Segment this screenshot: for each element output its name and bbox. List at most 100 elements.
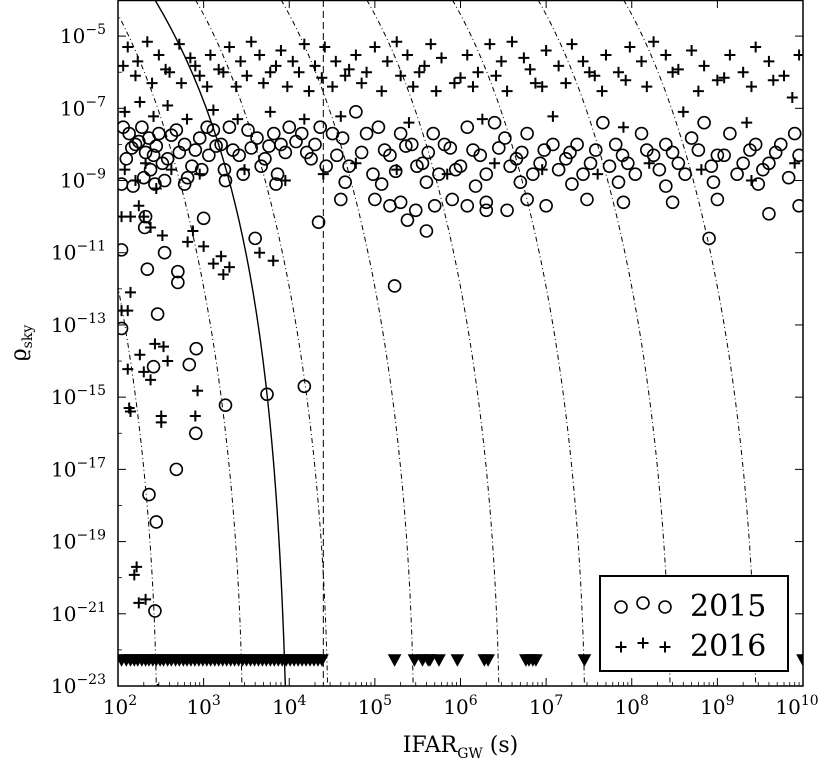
point-2016 [484,38,496,50]
point-2016 [141,36,153,48]
legend-item-2015: 2015 [614,589,766,624]
point-2016 [145,374,157,386]
point-2015 [171,275,185,290]
point-2016 [125,211,137,223]
upper-limit-marker [529,654,543,667]
point-2015 [148,177,162,191]
point-2015 [588,143,603,157]
point-2016 [123,402,135,414]
point-2016 [750,41,762,53]
point-2016 [287,55,299,67]
point-2015 [419,224,434,238]
point-2015 [634,126,649,141]
upper-limit-marker [577,654,592,667]
x-tick-label: 1010 [775,693,818,719]
point-2016 [436,52,448,64]
point-2015 [408,203,423,218]
point-2015 [628,167,643,181]
point-2016 [778,70,790,82]
point-2015 [513,175,528,189]
point-2016 [158,341,170,353]
legend-marker [614,600,628,614]
point-2015 [533,156,547,171]
point-2015 [520,192,534,207]
point-2015 [400,213,415,227]
point-2015 [583,156,598,171]
point-2016 [217,66,229,78]
upper-limit-marker [796,654,803,667]
point-2016 [187,225,199,237]
x-tick-label: 103 [186,693,220,719]
legend-marker [637,637,649,649]
point-2016 [198,240,210,252]
point-2016 [490,70,502,82]
point-2015 [399,139,413,153]
point-2016 [235,55,247,67]
point-2015 [546,137,560,152]
point-2015 [262,139,276,153]
y-tick-label: 10−13 [51,311,106,337]
point-2016 [448,77,460,89]
point-2016 [786,91,798,103]
x-axis-label: IFARGW (s) [403,733,519,762]
point-2016 [547,110,559,122]
x-tick-label: 105 [358,693,392,719]
point-2015 [368,192,382,207]
point-2015 [570,137,584,152]
point-2016 [327,81,339,93]
point-2015 [146,148,161,163]
point-2016 [461,49,473,61]
point-2016 [133,597,145,609]
point-2016 [132,55,144,67]
data-points [118,36,803,686]
point-2015 [119,151,134,166]
point-2015 [615,148,630,163]
point-2016 [583,66,595,78]
point-2015 [419,175,434,189]
point-2015 [565,177,579,191]
point-2016 [381,55,393,67]
point-2016 [133,200,145,212]
point-2016 [376,85,388,97]
point-2015 [366,167,380,181]
dashdot-curve-3 [195,0,329,686]
point-2016 [529,77,541,89]
point-2015 [691,143,706,157]
point-2016 [745,175,757,187]
point-2015 [596,115,610,130]
y-tick-label: 10−23 [51,672,106,698]
point-2016 [501,85,513,97]
point-2015 [338,175,352,189]
point-2016 [129,175,141,187]
legend-label: 2016 [690,629,766,664]
point-2016 [391,36,403,48]
point-2015 [371,120,386,134]
dashdot-curve-2 [118,13,243,686]
point-2015 [188,426,203,441]
point-2015 [146,359,161,374]
point-2015 [580,192,594,207]
point-2016 [148,110,160,122]
axes: 102 103 104 105 106 107 108 109 1010 10−23 10−21 10… [7,0,819,762]
point-2015 [602,159,617,173]
point-2016 [350,49,362,61]
point-2015 [466,143,480,157]
point-2016 [182,236,194,248]
legend-box [599,575,789,672]
y-tick-label: 10−5 [60,22,106,48]
dashdot-curve-8 [623,0,757,686]
point-2016 [391,164,403,176]
point-2016 [489,157,501,169]
point-2015 [196,211,211,226]
point-2015 [342,159,356,173]
point-2016 [118,60,129,72]
point-2015 [150,307,165,321]
point-2016 [350,157,362,169]
point-2015 [278,145,293,160]
point-2015 [611,175,626,189]
point-2016 [165,164,177,176]
point-2016 [672,63,684,75]
y-tick-label: 10−11 [51,239,106,265]
point-2015 [717,148,731,163]
point-2015 [704,159,719,173]
